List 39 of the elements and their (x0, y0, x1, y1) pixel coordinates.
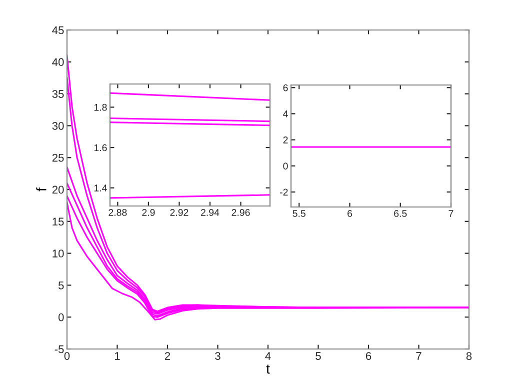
x-tick-label: 6 (366, 352, 372, 360)
x-tick-label: 8 (466, 352, 472, 360)
x-tick-label: 2.9 (142, 209, 155, 216)
y-tick-label: 30 (52, 122, 64, 130)
x-axis-title: t (266, 364, 270, 374)
x-tick-label: 2.88 (108, 209, 127, 216)
y-tick-label: 35 (52, 90, 64, 98)
y-tick-label: 40 (52, 58, 64, 66)
y-axis-title: f (36, 188, 46, 192)
y-tick-label: -2 (280, 188, 288, 196)
x-tick-label: 6 (348, 210, 352, 217)
y-tick-label: 10 (52, 250, 64, 258)
x-tick-label: 2.92 (170, 209, 188, 216)
y-tick-label: 20 (52, 186, 64, 194)
x-tick-label: 6.5 (394, 210, 407, 217)
y-tick-label: 1.6 (94, 144, 107, 152)
x-tick-label: 7 (448, 210, 454, 217)
x-tick-label: 2 (164, 352, 170, 360)
y-tick-label: 1.8 (94, 104, 107, 111)
x-tick-label: 1 (115, 352, 120, 360)
x-tick-label: 2.94 (201, 209, 220, 216)
y-tick-label: 15 (52, 218, 64, 226)
x-tick-label: 3 (215, 352, 220, 360)
y-tick-label: 4 (283, 110, 288, 118)
y-tick-label: 25 (52, 154, 64, 162)
y-tick-label: 1.4 (94, 184, 107, 192)
x-tick-label: 5.5 (292, 210, 306, 217)
y-tick-label: 2 (283, 136, 288, 144)
y-tick-label: 6 (283, 84, 288, 92)
y-tick-label: 45 (52, 26, 64, 34)
x-tick-label: 4 (265, 352, 271, 360)
x-tick-label: 5 (316, 352, 321, 360)
y-tick-label: 0 (283, 162, 288, 170)
x-tick-label: 7 (416, 352, 422, 360)
x-tick-label: 2.96 (232, 209, 250, 216)
y-tick-label: 5 (58, 282, 64, 290)
y-tick-label: -5 (54, 345, 64, 354)
x-tick-label: 0 (64, 352, 70, 360)
y-tick-label: 0 (58, 313, 64, 322)
